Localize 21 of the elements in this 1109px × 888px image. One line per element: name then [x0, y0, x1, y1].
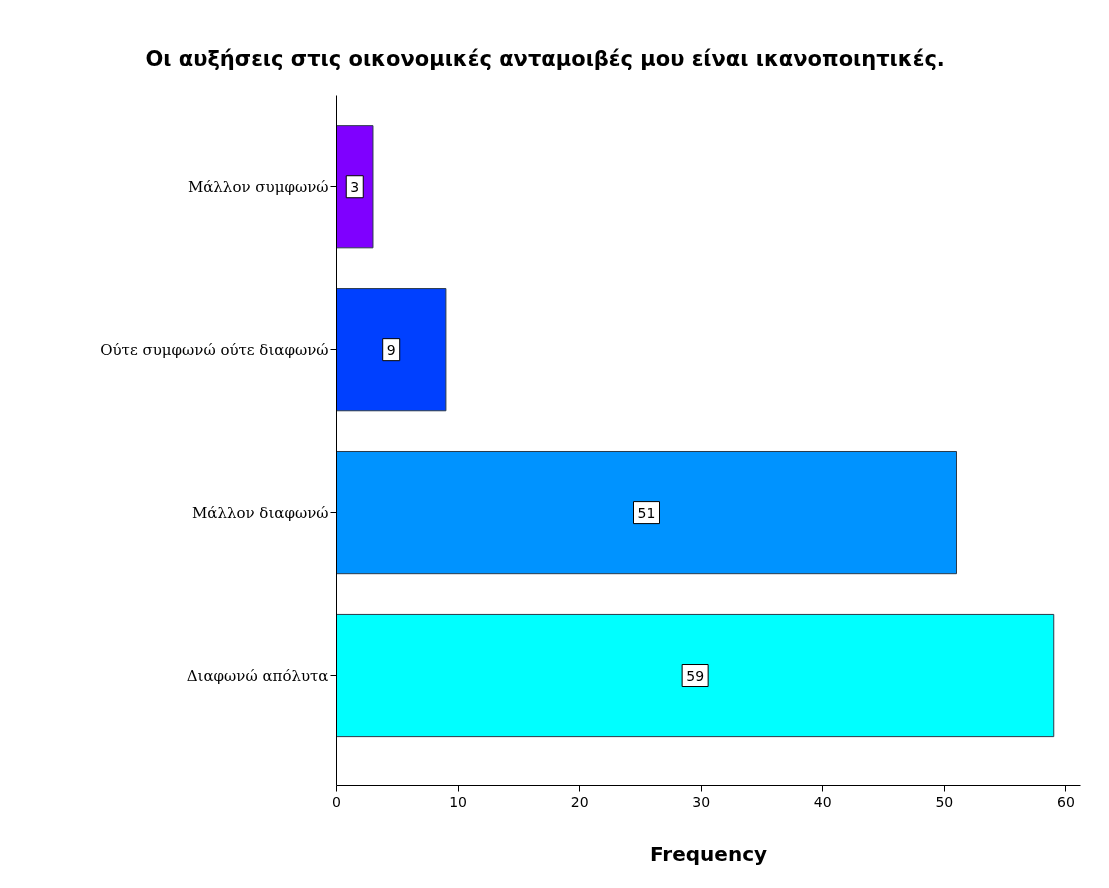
y-tick-label: Διαφωνώ απόλυτα — [186, 666, 329, 685]
x-axis-title: Frequency — [649, 841, 768, 866]
data-label: 3 — [350, 178, 360, 195]
data-label: 51 — [637, 504, 656, 521]
x-tick-label: 20 — [570, 793, 589, 810]
x-tick-label: 40 — [813, 793, 832, 810]
x-tick-label: 60 — [1057, 793, 1075, 810]
y-tick-label: Μάλλον διαφωνώ — [191, 503, 329, 522]
data-label: 9 — [386, 341, 396, 358]
bar — [336, 125, 374, 249]
x-tick-label: 30 — [692, 793, 711, 810]
bar — [336, 451, 957, 575]
bar — [336, 288, 447, 412]
chart-title: Οι αυξήσεις στις οικονομικές ανταμοιβές μου είναι ικανοποιητικές. — [145, 46, 945, 71]
x-tick-label: 0 — [332, 793, 341, 810]
y-tick-label: Μάλλον συμφωνώ — [187, 177, 329, 196]
bar — [336, 613, 1055, 738]
x-tick-label: 50 — [935, 793, 954, 810]
y-tick-label: Ούτε συμφωνώ ούτε διαφωνώ — [100, 340, 329, 359]
data-label: 59 — [686, 667, 705, 684]
x-tick-label: 10 — [449, 793, 467, 810]
